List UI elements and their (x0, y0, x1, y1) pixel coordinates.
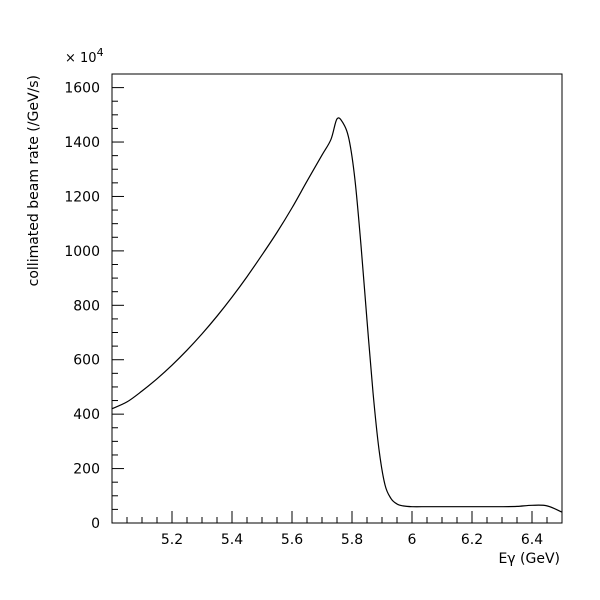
y-axis-tick-label: 1400 (64, 135, 100, 151)
y-axis-ticks (112, 87, 124, 524)
y-axis-tick-label: 1000 (64, 244, 100, 260)
x-axis-ticks (171, 511, 533, 523)
y-axis-tick-label: 600 (73, 353, 100, 369)
x-axis-tick-label: 6 (408, 532, 417, 548)
x-axis-tick-label: 5.8 (341, 532, 363, 548)
y-axis-tick-label: 0 (91, 516, 100, 532)
plot-frame (111, 73, 563, 524)
x-axis-tick-label: 5.6 (281, 532, 303, 548)
y-axis-tick-label: 200 (73, 462, 100, 478)
x-minor-ticks (111, 517, 563, 523)
y-axis-tick-labels: 0 200 400 600 800 1000 1200 1400 1600 (64, 81, 100, 532)
x-axis-tick-label: 5.2 (161, 532, 183, 548)
x-axis-tick-labels: 5.2 5.4 5.6 5.8 6 6.2 6.4 (161, 532, 543, 548)
y-axis-multiplier-exponent: 4 (97, 46, 104, 59)
x-axis-tick-label: 6.2 (461, 532, 483, 548)
y-axis-multiplier-base: × 10 (65, 51, 97, 66)
y-axis-tick-label: 1600 (64, 81, 100, 97)
x-axis-tick-label: 6.4 (521, 532, 543, 548)
x-axis-tick-label: 5.4 (221, 532, 243, 548)
y-axis-tick-label: 800 (73, 298, 100, 314)
y-axis-tick-label: 400 (73, 407, 100, 423)
y-axis-tick-label: 1200 (64, 189, 100, 205)
y-axis-title: collimated beam rate (/GeV/s) (26, 75, 42, 286)
x-axis-title: Eγ (GeV) (498, 551, 560, 567)
y-minor-ticks (112, 73, 118, 510)
y-axis-multiplier: × 104 (65, 46, 104, 66)
series-line (111, 117, 563, 513)
